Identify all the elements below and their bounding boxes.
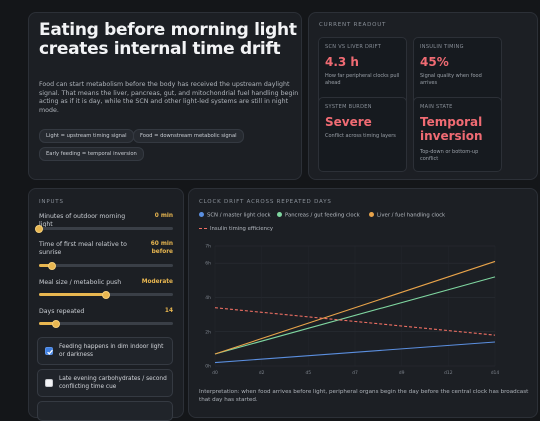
- legend-item-scn: SCN / master light clock: [199, 212, 271, 219]
- series-line-1: [214, 276, 496, 355]
- inputs-title: INPUTS: [39, 199, 64, 205]
- legend-dash: [199, 227, 207, 229]
- slider-value: Moderate: [141, 279, 173, 285]
- y-tick-label: 4h: [205, 295, 211, 301]
- slider-thumb[interactable]: [35, 224, 43, 233]
- slider-meal-size[interactable]: [39, 290, 173, 299]
- card-value: Temporal inversion: [420, 115, 483, 143]
- legend-dot: [369, 212, 374, 217]
- checkbox-box[interactable]: [45, 379, 53, 387]
- legend-item-pancreas: Pancreas / gut feeding clock: [277, 212, 360, 219]
- card-value: 4.3 h: [325, 55, 359, 69]
- slider-light[interactable]: [35, 224, 173, 233]
- x-tick-label: d9: [399, 370, 405, 376]
- checkbox-label: Feeding happens in dim indoor light or d…: [59, 344, 164, 358]
- inputs-panel: INPUTS Minutes of outdoor morning light …: [28, 188, 184, 421]
- chart-panel: CLOCK DRIFT ACROSS REPEATED DAYS SCN / m…: [188, 188, 538, 418]
- hero-panel: Eating before morning light creates inte…: [28, 12, 302, 180]
- slider-fill: [39, 293, 106, 296]
- card-value: 45%: [420, 55, 449, 69]
- slider-row-light: Minutes of outdoor morning light 0 min: [35, 213, 173, 233]
- legend-label: Pancreas / gut feeding clock: [285, 212, 360, 219]
- x-tick-label: d5: [305, 370, 311, 376]
- legend-label: Insulin timing efficiency: [210, 226, 274, 232]
- pill-light: Light = upstream timing signal: [39, 129, 134, 143]
- slider-label: Meal size / metabolic push: [39, 279, 122, 286]
- readout-card-burden: SYSTEM BURDEN Severe Conflict across tim…: [318, 97, 407, 172]
- chart-title: CLOCK DRIFT ACROSS REPEATED DAYS: [199, 199, 332, 205]
- slider-first-meal[interactable]: [39, 261, 173, 270]
- chart-interpretation: Interpretation: when food arrives before…: [199, 389, 529, 403]
- y-tick-label: 7h: [205, 244, 211, 250]
- hero-description: Food can start metabolism before the bod…: [39, 81, 299, 114]
- checkbox-late-carbs[interactable]: Late evening carbohydrates / second conf…: [37, 369, 173, 397]
- legend-item-insulin: Insulin timing efficiency: [199, 226, 273, 232]
- checkbox-box[interactable]: [45, 347, 53, 355]
- page-title: Eating before morning light creates inte…: [39, 20, 297, 59]
- slider-row-first-meal: Time of first meal relative to sunrise 6…: [39, 241, 173, 270]
- card-label: MAIN STATE: [420, 104, 453, 110]
- card-value: Severe: [325, 115, 372, 129]
- slider-thumb[interactable]: [102, 290, 110, 299]
- x-tick-label: d12: [444, 370, 453, 376]
- slider-fill: [39, 264, 53, 267]
- x-tick-label: d7: [352, 370, 358, 376]
- series-line-2: [214, 260, 496, 355]
- check-icon: [47, 349, 53, 355]
- card-label: SCN VS LIVER DRIFT: [325, 44, 382, 50]
- checkbox-dim-light[interactable]: Feeding happens in dim indoor light or d…: [37, 337, 173, 365]
- slider-thumb[interactable]: [52, 319, 61, 328]
- y-tick-label: 0h: [205, 364, 211, 370]
- slider-row-meal-size: Meal size / metabolic push Moderate: [39, 279, 173, 299]
- checkbox-label: Late evening carbohydrates / second conf…: [59, 376, 167, 390]
- current-readout-panel: CURRENT READOUT SCN VS LIVER DRIFT 4.3 h…: [308, 12, 538, 180]
- legend-dot: [199, 212, 204, 217]
- readout-card-state: MAIN STATE Temporal inversion Top-down o…: [413, 97, 502, 172]
- pill-food: Food = downstream metabolic signal: [133, 129, 244, 143]
- slider-thumb[interactable]: [48, 261, 57, 270]
- slider-fill: [39, 322, 57, 325]
- slider-value: 14: [164, 308, 173, 314]
- slider-value: 60 min before: [150, 241, 173, 255]
- x-tick-label: d0: [212, 370, 218, 376]
- x-tick-label: d2: [259, 370, 265, 376]
- legend-label: SCN / master light clock: [207, 212, 271, 219]
- chart-plot: 0h 2h 4h 6h 7h d0 d2 d5 d7 d9 d12 d14: [205, 244, 500, 376]
- y-tick-label: 6h: [205, 261, 211, 267]
- card-desc: Signal quality when food arrives: [420, 73, 482, 86]
- legend-label: Liver / fuel handling clock: [377, 212, 446, 219]
- card-label: SYSTEM BURDEN: [325, 104, 372, 110]
- slider-label: Days repeated: [39, 308, 85, 315]
- series-line-3: [214, 307, 496, 336]
- series-line-0: [214, 341, 496, 364]
- y-tick-label: 2h: [205, 329, 211, 335]
- card-desc: How far peripheral clocks pull ahead: [325, 73, 400, 86]
- slider-label: Time of first meal relative to sunrise: [39, 241, 127, 256]
- card-desc: Top-down or bottom-up conflict: [420, 149, 479, 162]
- checkbox-placeholder[interactable]: [37, 401, 173, 421]
- legend-item-liver: Liver / fuel handling clock: [369, 212, 445, 219]
- pill-early-feeding: Early feeding = temporal inversion: [39, 147, 144, 161]
- slider-label: Minutes of outdoor morning light: [39, 213, 126, 228]
- card-label: INSULIN TIMING: [420, 44, 464, 50]
- slider-row-days: Days repeated 14: [39, 308, 173, 328]
- slider-days[interactable]: [39, 319, 173, 328]
- readout-title: CURRENT READOUT: [319, 22, 387, 28]
- card-desc: Conflict across timing layers: [325, 133, 396, 139]
- legend-dot: [277, 212, 282, 217]
- x-tick-label: d14: [491, 370, 500, 376]
- slider-value: 0 min: [154, 213, 173, 219]
